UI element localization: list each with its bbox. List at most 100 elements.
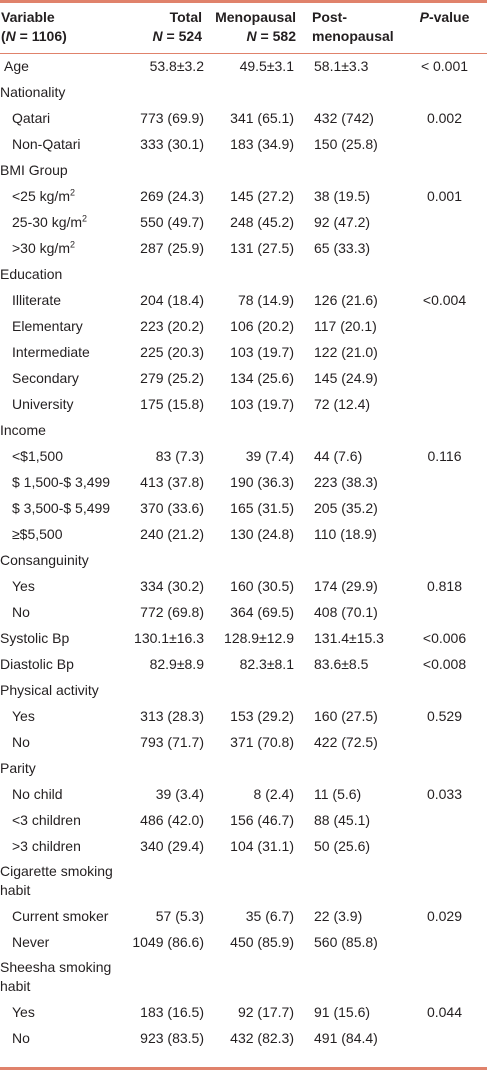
post-menopausal-cell bbox=[302, 157, 402, 183]
p-value-cell: <0.006 bbox=[422, 630, 467, 646]
row-label: Consanguinity bbox=[0, 552, 89, 568]
post-menopausal-cell: 11 (5.6) bbox=[314, 786, 362, 802]
p-value-cell bbox=[402, 209, 487, 235]
menopausal-cell: 130 (24.8) bbox=[230, 526, 294, 542]
menopausal-cell: 450 (85.9) bbox=[230, 934, 294, 950]
p-value-cell: 0.002 bbox=[426, 110, 463, 126]
total-cell: 57 (5.3) bbox=[155, 908, 204, 924]
menopausal-cell: 35 (6.7) bbox=[245, 908, 294, 924]
table-row: Yes 183 (16.5) 92 (17.7) 91 (15.6) 0.044 bbox=[0, 999, 487, 1025]
table-row: Sheesha smoking habit bbox=[0, 955, 487, 999]
table-row: Never 1049 (86.6) 450 (85.9) 560 (85.8) bbox=[0, 929, 487, 955]
post-menopausal-cell bbox=[302, 755, 402, 781]
menopausal-cell: 131 (27.5) bbox=[230, 240, 294, 256]
total-cell bbox=[130, 261, 212, 287]
post-menopausal-cell bbox=[302, 955, 402, 999]
row-label: BMI Group bbox=[0, 162, 68, 178]
table-row: Secondary 279 (25.2) 134 (25.6) 145 (24.9) bbox=[0, 365, 487, 391]
menopausal-cell: 39 (7.4) bbox=[245, 448, 294, 464]
row-label: Illiterate bbox=[12, 292, 62, 308]
row-label: Yes bbox=[12, 578, 35, 594]
total-cell: 175 (15.8) bbox=[140, 396, 204, 412]
post-menopausal-cell: 122 (21.0) bbox=[314, 344, 378, 360]
row-label: Age bbox=[4, 58, 29, 74]
post-menopausal-cell bbox=[302, 547, 402, 573]
total-cell bbox=[130, 677, 212, 703]
menopausal-cell: 8 (2.4) bbox=[253, 786, 294, 802]
row-label: <3 children bbox=[12, 812, 81, 828]
post-menopausal-cell: 44 (7.6) bbox=[314, 448, 363, 464]
p-value-cell bbox=[402, 729, 487, 755]
row-label: Yes bbox=[12, 1004, 35, 1020]
p-value-cell bbox=[402, 79, 487, 105]
menopausal-cell bbox=[212, 79, 302, 105]
total-cell: 53.8±3.2 bbox=[149, 58, 204, 74]
total-cell: 39 (3.4) bbox=[155, 786, 204, 802]
p-value-cell bbox=[402, 833, 487, 859]
total-cell: 334 (30.2) bbox=[140, 578, 204, 594]
table-row: No child 39 (3.4) 8 (2.4) 11 (5.6) 0.033 bbox=[0, 781, 487, 807]
header-p-value: P-value bbox=[419, 9, 470, 25]
total-cell: 313 (28.3) bbox=[140, 708, 204, 724]
table-row: >3 children 340 (29.4) 104 (31.1) 50 (25.6) bbox=[0, 833, 487, 859]
post-menopausal-cell: 174 (29.9) bbox=[314, 578, 378, 594]
total-cell: 279 (25.2) bbox=[140, 370, 204, 386]
table-row: Intermediate 225 (20.3) 103 (19.7) 122 (21.… bbox=[0, 339, 487, 365]
menopausal-cell: 49.5±3.1 bbox=[239, 58, 294, 74]
post-menopausal-cell: 150 (25.8) bbox=[314, 136, 378, 152]
post-menopausal-cell: 72 (12.4) bbox=[314, 396, 371, 412]
menopausal-cell bbox=[212, 859, 302, 903]
post-menopausal-cell: 58.1±3.3 bbox=[314, 58, 369, 74]
menopausal-cell bbox=[212, 261, 302, 287]
post-menopausal-cell: 408 (70.1) bbox=[314, 604, 378, 620]
menopausal-cell: 190 (36.3) bbox=[230, 474, 294, 490]
total-cell bbox=[130, 859, 212, 903]
menopausal-cell bbox=[212, 677, 302, 703]
row-label: Elementary bbox=[12, 318, 83, 334]
table-row: Education bbox=[0, 261, 487, 287]
table-row: 25-30 kg/m2 550 (49.7) 248 (45.2) 92 (47.2) bbox=[0, 209, 487, 235]
menopausal-cell: 160 (30.5) bbox=[230, 578, 294, 594]
table-row: Qatari 773 (69.9) 341 (65.1) 432 (742) 0.002 bbox=[0, 105, 487, 131]
row-label: >3 children bbox=[12, 838, 81, 854]
row-label: $ 3,500-$ 5,499 bbox=[12, 500, 111, 516]
total-cell: 772 (69.8) bbox=[140, 604, 204, 620]
menopausal-cell: 183 (34.9) bbox=[230, 136, 294, 152]
table-row: No 793 (71.7) 371 (70.8) 422 (72.5) bbox=[0, 729, 487, 755]
table-row: Elementary 223 (20.2) 106 (20.2) 117 (20.1) bbox=[0, 313, 487, 339]
post-menopausal-cell bbox=[302, 417, 402, 443]
p-value-cell: 0.818 bbox=[426, 578, 463, 594]
menopausal-cell: 341 (65.1) bbox=[230, 110, 294, 126]
total-cell: 550 (49.7) bbox=[140, 214, 204, 230]
post-menopausal-cell: 145 (24.9) bbox=[314, 370, 378, 386]
p-value-cell: 0.529 bbox=[426, 708, 463, 724]
row-label: Education bbox=[0, 266, 63, 282]
menopausal-cell: 364 (69.5) bbox=[230, 604, 294, 620]
table-row: Systolic Bp 130.1±16.3 128.9±12.9 131.4±15.… bbox=[0, 625, 487, 651]
p-value-cell: < 0.001 bbox=[420, 58, 469, 74]
p-value-cell bbox=[402, 365, 487, 391]
post-menopausal-cell: 205 (35.2) bbox=[314, 500, 378, 516]
menopausal-cell: 156 (46.7) bbox=[230, 812, 294, 828]
table-row: <25 kg/m2 269 (24.3) 145 (27.2) 38 (19.5) 0.… bbox=[0, 183, 487, 209]
p-value-cell bbox=[402, 313, 487, 339]
total-cell: 223 (20.2) bbox=[140, 318, 204, 334]
total-cell bbox=[130, 955, 212, 999]
p-value-cell bbox=[402, 391, 487, 417]
p-value-cell: <0.008 bbox=[422, 656, 467, 672]
header-post-menopausal: Post- menopausal bbox=[312, 9, 394, 44]
post-menopausal-cell: 560 (85.8) bbox=[314, 934, 378, 950]
table-row: Age 53.8±3.2 49.5±3.1 58.1±3.3 < 0.001 bbox=[0, 53, 487, 79]
p-value-cell bbox=[402, 859, 487, 903]
post-menopausal-cell: 91 (15.6) bbox=[314, 1004, 371, 1020]
menopausal-cell: 153 (29.2) bbox=[230, 708, 294, 724]
row-label: Sheesha smoking habit bbox=[0, 959, 112, 994]
p-value-cell bbox=[402, 131, 487, 157]
p-value-cell bbox=[402, 521, 487, 547]
row-label: Current smoker bbox=[12, 908, 109, 924]
menopausal-cell: 103 (19.7) bbox=[230, 396, 294, 412]
p-value-cell: 0.029 bbox=[426, 908, 463, 924]
total-cell: 923 (83.5) bbox=[140, 1030, 204, 1046]
table-row: $ 3,500-$ 5,499 370 (33.6) 165 (31.5) 205 (… bbox=[0, 495, 487, 521]
post-menopausal-cell: 50 (25.6) bbox=[314, 838, 371, 854]
